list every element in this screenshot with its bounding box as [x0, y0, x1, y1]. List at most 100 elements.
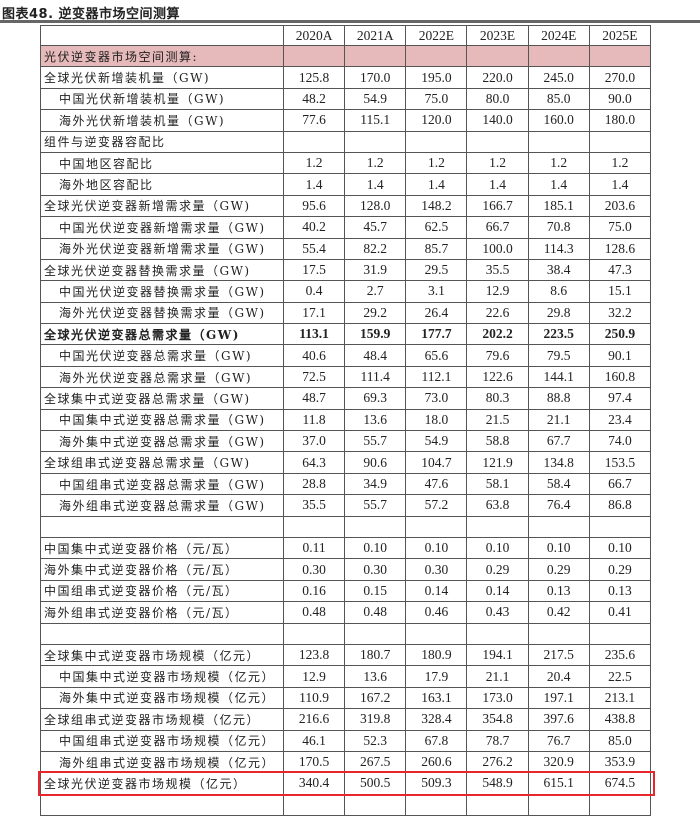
cell-value: 86.8: [588, 494, 652, 517]
table-row: 中国组串式逆变器市场规模（亿元） 46.1 52.3 67.8 78.7 76.7 85.0: [40, 729, 652, 752]
cell-value: 125.8: [282, 66, 346, 89]
cell-value: [282, 44, 346, 68]
cell-value: 170.5: [282, 750, 346, 774]
row-label: 海外光伏新增装机量（GW): [40, 109, 284, 132]
cell-value: 1.4: [344, 173, 407, 196]
inverter-market-table: 2020A 2021A 2022E 2023E 2024E 2025E 光伏逆变器市场空间测…: [40, 25, 652, 816]
cell-value: 0.43: [466, 601, 529, 624]
cell-value: 194.1: [466, 643, 529, 667]
row-label: 全球集中式逆变器总需求量（GW): [40, 387, 284, 410]
cell-value: 128.0: [344, 194, 407, 218]
cell-value: 111.4: [344, 365, 407, 389]
cell-value: 270.0: [588, 66, 652, 89]
cell-value: 76.4: [527, 494, 590, 517]
cell-value: [466, 622, 529, 645]
cell-value: 66.7: [588, 472, 652, 496]
cell-value: [344, 515, 407, 538]
cell-value: [405, 44, 468, 68]
cell-value: [527, 793, 590, 816]
cell-value: 75.0: [405, 87, 468, 111]
cell-value: [282, 130, 346, 153]
cell-value: 54.9: [344, 87, 407, 111]
table-row: 海外光伏逆变器总需求量（GW) 72.5 111.4 112.1 122.6 144.1 1…: [40, 365, 652, 389]
cell-value: 65.6: [405, 344, 468, 367]
cell-value: 177.7: [405, 323, 468, 346]
row-label: 中国组串式逆变器市场规模（亿元）: [40, 729, 284, 752]
cell-value: [405, 130, 468, 153]
cell-value: 217.5: [527, 643, 590, 667]
cell-value: 22.6: [466, 301, 529, 325]
cell-value: 159.9: [344, 323, 407, 346]
cell-value: 66.7: [466, 216, 529, 239]
cell-value: 1.4: [527, 173, 590, 196]
cell-value: 166.7: [466, 194, 529, 218]
cell-value: 52.3: [344, 729, 407, 752]
cell-value: 75.0: [588, 216, 652, 239]
cell-value: 122.6: [466, 365, 529, 389]
table-row: 全球光伏逆变器总需求量（GW) 113.1 159.9 177.7 202.2 223.5…: [40, 323, 652, 346]
cell-value: 29.5: [405, 258, 468, 282]
cell-value: 73.0: [405, 387, 468, 410]
cell-value: [527, 622, 590, 645]
cell-value: 1.4: [466, 173, 529, 196]
section-header-row: 光伏逆变器市场空间测算:: [40, 44, 652, 68]
row-label: 全球组串式逆变器市场规模（亿元）: [40, 708, 284, 731]
cell-value: 17.1: [282, 301, 346, 325]
table-row: 海外光伏新增装机量（GW) 77.6 115.1 120.0 140.0 160.0 180…: [40, 109, 652, 132]
title-divider: [0, 20, 700, 23]
cell-value: 67.7: [527, 430, 590, 453]
cell-value: 0.4: [282, 280, 346, 303]
row-label: 全球光伏逆变器新增需求量（GW): [40, 194, 284, 218]
cell-value: 320.9: [527, 750, 590, 774]
cell-value: 438.8: [588, 708, 652, 731]
column-header: 2020A: [282, 25, 346, 46]
cell-value: 0.41: [588, 601, 652, 624]
column-header: 2022E: [405, 25, 468, 46]
cell-value: 17.5: [282, 258, 346, 282]
cell-value: 328.4: [405, 708, 468, 731]
table-row: 全球集中式逆变器总需求量（GW) 48.7 69.3 73.0 80.3 88.8 97.4: [40, 387, 652, 410]
row-label: 全球光伏逆变器替换需求量（GW): [40, 258, 284, 282]
cell-value: 123.8: [282, 643, 346, 667]
cell-value: 82.2: [344, 237, 407, 260]
table-row: 海外光伏逆变器替换需求量（GW) 17.1 29.2 26.4 22.6 29.8 32.2: [40, 301, 652, 325]
table-row: 全球组串式逆变器市场规模（亿元） 216.6 319.8 328.4 354.8 397.…: [40, 708, 652, 731]
cell-value: 180.7: [344, 643, 407, 667]
table-row: 组件与逆变器容配比: [40, 130, 652, 153]
cell-value: [282, 515, 346, 538]
row-label: 海外组串式逆变器价格（元/瓦）: [40, 601, 284, 624]
cell-value: 78.7: [466, 729, 529, 752]
row-label: 海外光伏逆变器新增需求量（GW): [40, 237, 284, 260]
cell-value: [588, 44, 652, 68]
cell-value: 57.2: [405, 494, 468, 517]
cell-value: 185.1: [527, 194, 590, 218]
cell-value: 128.6: [588, 237, 652, 260]
cell-value: 163.1: [405, 686, 468, 710]
cell-value: 195.0: [405, 66, 468, 89]
cell-value: [466, 793, 529, 816]
cell-value: 74.0: [588, 430, 652, 453]
cell-value: 0.29: [527, 558, 590, 581]
cell-value: 90.1: [588, 344, 652, 367]
cell-value: [282, 793, 346, 816]
cell-value: 21.1: [527, 408, 590, 432]
cell-value: 1.2: [405, 151, 468, 175]
cell-value: 1.2: [588, 151, 652, 175]
cell-value: 220.0: [466, 66, 529, 89]
row-label: 光伏逆变器市场空间测算:: [40, 44, 284, 68]
column-header: 2021A: [344, 25, 407, 46]
cell-value: 48.7: [282, 387, 346, 410]
cell-value: [405, 793, 468, 816]
cell-value: 0.42: [527, 601, 590, 624]
cell-value: 0.16: [282, 579, 346, 603]
cell-value: 80.0: [466, 87, 529, 111]
cell-value: 120.0: [405, 109, 468, 132]
cell-value: 1.2: [527, 151, 590, 175]
column-header: 2024E: [527, 25, 590, 46]
cell-value: 63.8: [466, 494, 529, 517]
cell-value: 48.4: [344, 344, 407, 367]
cell-value: 615.1: [527, 772, 590, 795]
cell-value: 70.8: [527, 216, 590, 239]
row-label: 全球光伏新增装机量（GW): [40, 66, 284, 89]
cell-value: 90.0: [588, 87, 652, 111]
